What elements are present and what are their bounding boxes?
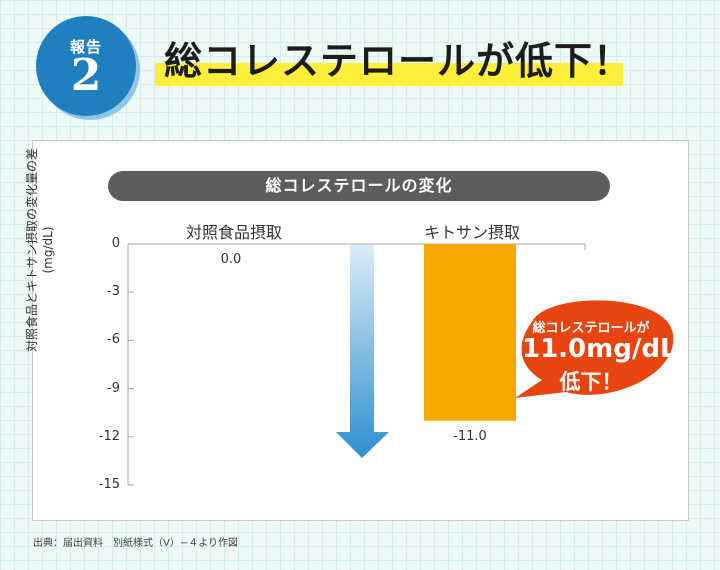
data-label-control: 0.0 <box>220 252 242 267</box>
y-tick-label: -3 <box>107 284 120 300</box>
data-label-chitosan: -11.0 <box>453 428 487 444</box>
y-tick-label: -15 <box>98 477 120 492</box>
chart-title: 総コレステロールの変化 <box>108 171 610 201</box>
y-tick-label: 0 <box>111 236 120 251</box>
report-badge-number: 2 <box>70 50 102 101</box>
callout-line-2: 11.0mg/dL <box>522 334 677 364</box>
headline-highlight <box>155 63 623 86</box>
callout-bubble <box>515 300 674 398</box>
callout-line-1: 総コレステロールが <box>532 321 650 336</box>
y-tick-label: -12 <box>98 428 120 444</box>
source-note: 出典：届出資料 別紙様式（V）−４より作図 <box>33 538 239 549</box>
bar-chitosan <box>424 244 516 421</box>
y-tick-label: -6 <box>107 332 120 348</box>
category-label-control: 対照食品摂取 <box>186 223 283 242</box>
decrease-arrow <box>336 245 389 458</box>
headline: 総コレステロールが低下！ <box>164 39 633 83</box>
callout-line-3: 低下！ <box>559 370 623 394</box>
y-tick-label: -9 <box>107 380 120 396</box>
report-badge: 報告 2 <box>36 16 136 116</box>
category-label-chitosan: キトサン摂取 <box>424 223 521 242</box>
report-badge-label: 報告 <box>69 38 102 56</box>
